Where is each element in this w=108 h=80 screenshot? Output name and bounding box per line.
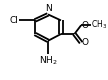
Text: NH$_2$: NH$_2$ bbox=[39, 55, 57, 67]
Text: N: N bbox=[45, 4, 51, 13]
Text: CH$_3$: CH$_3$ bbox=[91, 19, 107, 31]
Text: O: O bbox=[82, 38, 89, 47]
Text: O: O bbox=[82, 21, 89, 30]
Text: Cl: Cl bbox=[10, 16, 19, 25]
